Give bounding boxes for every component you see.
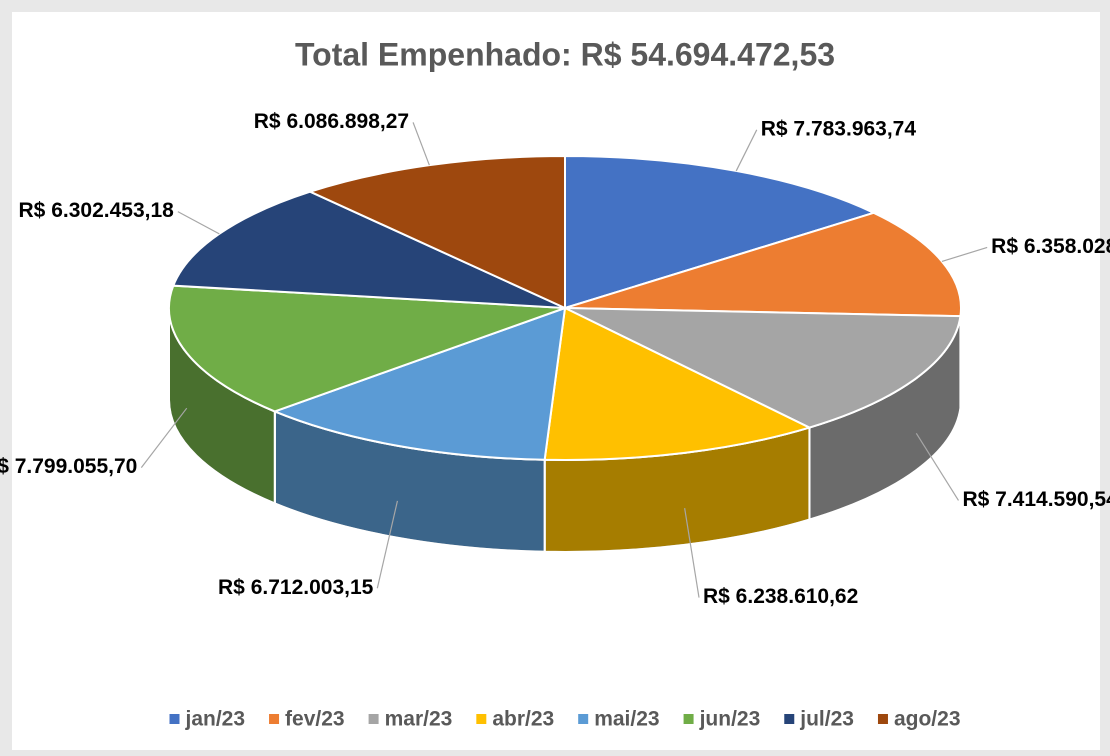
legend-swatch (784, 714, 795, 724)
data-label: R$ 6.712.003,15 (218, 576, 374, 599)
slice (543, 306, 813, 461)
legend-swatch (169, 714, 180, 724)
slice (564, 154, 877, 310)
legend-label: fev/23 (285, 708, 345, 731)
legend-swatch (476, 714, 487, 724)
legend-swatch (269, 714, 280, 724)
data-label: R$ 7.414.590,54 (962, 488, 1110, 511)
legend-label: mar/23 (385, 708, 453, 731)
slice (564, 211, 962, 318)
slice (168, 284, 566, 413)
chart-title: Total Empenhado: R$ 54.694.472,53 (295, 36, 835, 72)
leader-line (412, 122, 430, 166)
leader-line (941, 246, 988, 262)
slice (564, 307, 962, 429)
slice (272, 306, 567, 461)
legend-label: jun/23 (699, 708, 761, 731)
legend-label: abr/23 (492, 708, 554, 731)
legend: jan/23 fev/23 mar/23 abr/23 mai/23 jun/23 jul/… (169, 708, 961, 731)
legend-label: mai/23 (594, 708, 659, 731)
legend-swatch (368, 714, 379, 724)
leader-line (735, 129, 758, 172)
slice (307, 154, 566, 310)
legend-label: jul/23 (799, 708, 854, 731)
legend-swatch (578, 714, 589, 724)
leader-line (915, 433, 959, 501)
leader-line (684, 508, 700, 598)
leader-line (376, 500, 399, 589)
leader-line (140, 407, 188, 469)
data-label: R$ 7.799.055,70 (0, 455, 137, 478)
data-label: R$ 7.783.963,74 (761, 117, 917, 140)
data-label: R$ 6.086.898,27 (254, 110, 409, 133)
legend-label: jan/23 (185, 708, 246, 731)
leader-line (177, 211, 220, 235)
data-label: R$ 6.358.028,81 (991, 235, 1110, 258)
legend-label: ago/23 (894, 708, 961, 731)
data-label: R$ 6.238.610,62 (703, 585, 858, 608)
data-label: R$ 6.302.453,18 (19, 199, 175, 222)
legend-swatch (877, 714, 888, 724)
legend-swatch (683, 714, 694, 724)
